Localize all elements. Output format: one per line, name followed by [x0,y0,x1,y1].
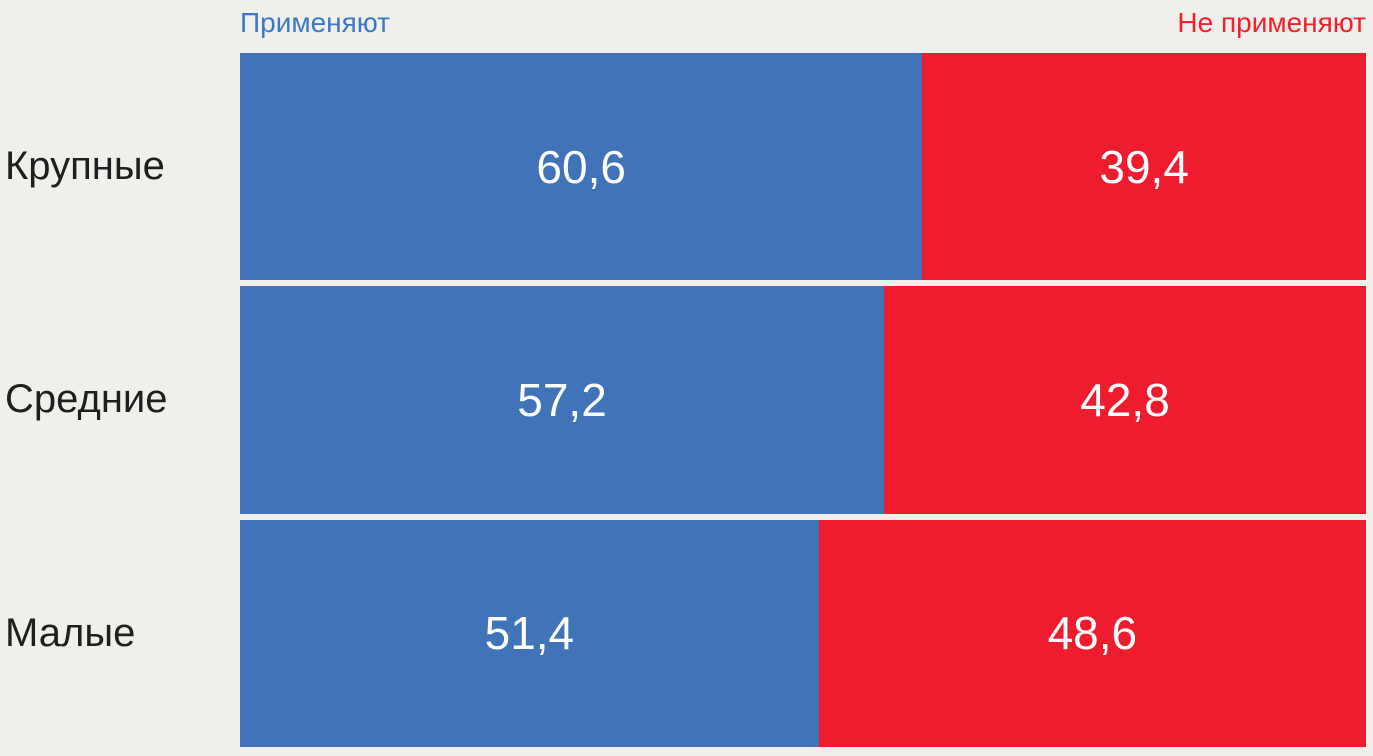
bar-segment: 39,4 [922,53,1366,281]
category-label: Малые [5,610,136,655]
bar-row: Малые 51,4 48,6 [0,519,1366,747]
value-label: 39,4 [1099,140,1189,193]
stacked-bar: 57,2 42,8 [240,286,1366,514]
bar-row: Средние 57,2 42,8 [0,286,1366,514]
legend-item-not-apply: Не применяют [1177,7,1366,38]
bar-segment: 42,8 [884,286,1366,514]
value-label: 51,4 [484,607,575,660]
legend: Применяют Не применяют [240,6,1366,40]
bar-segment: 60,6 [240,53,923,281]
value-label: 42,8 [1080,373,1170,426]
bar-segment: 48,6 [818,519,1366,747]
legend-item-apply: Применяют [240,7,390,38]
category-label: Средние [5,377,168,422]
category-label: Крупные [5,144,165,189]
bar-row: Крупные 60,6 39,4 [0,53,1366,281]
value-label: 60,6 [536,140,626,193]
stacked-bar: 51,4 48,6 [240,519,1366,747]
bar-segment: 57,2 [240,286,885,514]
bars-area: Крупные 60,6 39,4 Средние 57,2 42,8 Малые 51,4 4… [0,53,1366,747]
value-label: 57,2 [517,373,607,426]
bar-segment: 51,4 [240,519,819,747]
value-label: 48,6 [1047,607,1138,660]
stacked-bar: 60,6 39,4 [240,53,1366,281]
